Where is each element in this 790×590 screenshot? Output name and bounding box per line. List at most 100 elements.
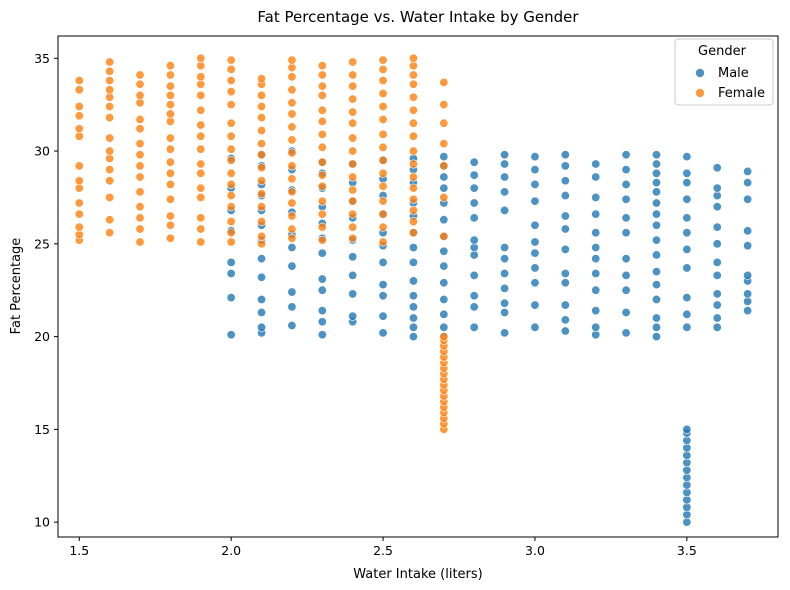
scatter-point-female: [226, 237, 236, 247]
scatter-point-female: [287, 98, 297, 108]
scatter-point-female: [196, 168, 206, 178]
scatter-point-female: [348, 107, 358, 117]
scatter-point-female: [408, 131, 418, 141]
scatter-point-male: [743, 306, 753, 316]
scatter-point-female: [287, 233, 297, 243]
x-tick-label: 2.0: [221, 543, 241, 558]
scatter-point-female: [408, 146, 418, 156]
scatter-point-male: [469, 183, 479, 193]
scatter-point-male: [500, 187, 510, 197]
scatter-point-male: [408, 243, 418, 253]
scatter-point-male: [439, 246, 449, 256]
scatter-point-female: [74, 76, 84, 86]
scatter-point-male: [651, 178, 661, 188]
scatter-point-male: [530, 248, 540, 258]
scatter-point-female: [165, 179, 175, 189]
scatter-point-male: [226, 269, 236, 279]
scatter-point-female: [408, 183, 418, 193]
scatter-point-female: [317, 142, 327, 152]
scatter-point-male: [682, 309, 692, 319]
scatter-point-male: [500, 205, 510, 215]
scatter-point-female: [165, 70, 175, 80]
scatter-point-male: [378, 257, 388, 267]
scatter-point-male: [651, 168, 661, 178]
scatter-point-female: [378, 89, 388, 99]
scatter-point-female: [287, 224, 297, 234]
scatter-point-female: [287, 72, 297, 82]
chart-title: Fat Percentage vs. Water Intake by Gende…: [257, 8, 579, 26]
scatter-point-female: [408, 53, 418, 63]
scatter-point-female: [196, 144, 206, 154]
scatter-point-female: [196, 224, 206, 234]
scatter-point-female: [317, 129, 327, 139]
scatter-point-male: [560, 224, 570, 234]
scatter-point-female: [408, 205, 418, 215]
scatter-point-male: [257, 254, 267, 264]
scatter-point-male: [226, 330, 236, 340]
scatter-point-male: [530, 179, 540, 189]
scatter-point-female: [408, 70, 418, 80]
scatter-point-female: [348, 81, 358, 91]
scatter-point-male: [682, 424, 692, 434]
scatter-point-male: [348, 311, 358, 321]
scatter-point-female: [257, 163, 267, 173]
scatter-point-female: [257, 126, 267, 136]
scatter-point-female: [165, 109, 175, 119]
scatter-point-male: [621, 165, 631, 175]
scatter-point-female: [378, 237, 388, 247]
scatter-point-female: [378, 222, 388, 232]
scatter-point-female: [226, 64, 236, 74]
scatter-point-male: [621, 228, 631, 238]
scatter-point-male: [469, 291, 479, 301]
scatter-point-male: [530, 165, 540, 175]
scatter-point-male: [530, 263, 540, 273]
scatter-point-female: [165, 90, 175, 100]
x-tick-label: 3.0: [525, 543, 545, 558]
scatter-point-male: [378, 328, 388, 338]
scatter-point-male: [287, 261, 297, 271]
scatter-point-male: [621, 254, 631, 264]
x-tick-label: 3.5: [677, 543, 697, 558]
scatter-point-male: [469, 213, 479, 223]
scatter-point-male: [560, 176, 570, 186]
scatter-point-female: [135, 224, 145, 234]
scatter-point-male: [651, 235, 661, 245]
scatter-point-male: [469, 198, 479, 208]
scatter-point-male: [591, 192, 601, 202]
scatter-point-female: [165, 61, 175, 71]
scatter-point-male: [287, 302, 297, 312]
scatter-point-male: [287, 320, 297, 330]
scatter-point-female: [74, 222, 84, 232]
scatter-point-male: [530, 300, 540, 310]
scatter-point-female: [196, 120, 206, 130]
scatter-point-male: [651, 198, 661, 208]
scatter-point-female: [135, 70, 145, 80]
scatter-point-male: [469, 235, 479, 245]
legend-label-male: Male: [718, 66, 749, 81]
scatter-point-male: [591, 209, 601, 219]
scatter-point-female: [257, 113, 267, 123]
scatter-point-female: [287, 198, 297, 208]
scatter-point-female: [196, 183, 206, 193]
scatter-point-male: [348, 289, 358, 299]
scatter-point-male: [500, 283, 510, 293]
scatter-point-male: [257, 322, 267, 332]
scatter-point-male: [682, 168, 692, 178]
scatter-point-male: [378, 280, 388, 290]
scatter-point-male: [651, 313, 661, 323]
scatter-point-female: [439, 118, 449, 128]
scatter-point-male: [712, 313, 722, 323]
legend-marker-male: [695, 68, 705, 78]
scatter-point-female: [378, 55, 388, 65]
scatter-point-male: [682, 178, 692, 188]
scatter-point-female: [105, 66, 115, 76]
legend: Gender Male Female: [674, 38, 774, 106]
scatter-point-female: [378, 115, 388, 125]
scatter-point-female: [74, 85, 84, 95]
scatter-point-male: [469, 270, 479, 280]
scatter-point-female: [226, 168, 236, 178]
scatter-point-female: [135, 187, 145, 197]
scatter-point-female: [226, 144, 236, 154]
scatter-point-male: [408, 291, 418, 301]
